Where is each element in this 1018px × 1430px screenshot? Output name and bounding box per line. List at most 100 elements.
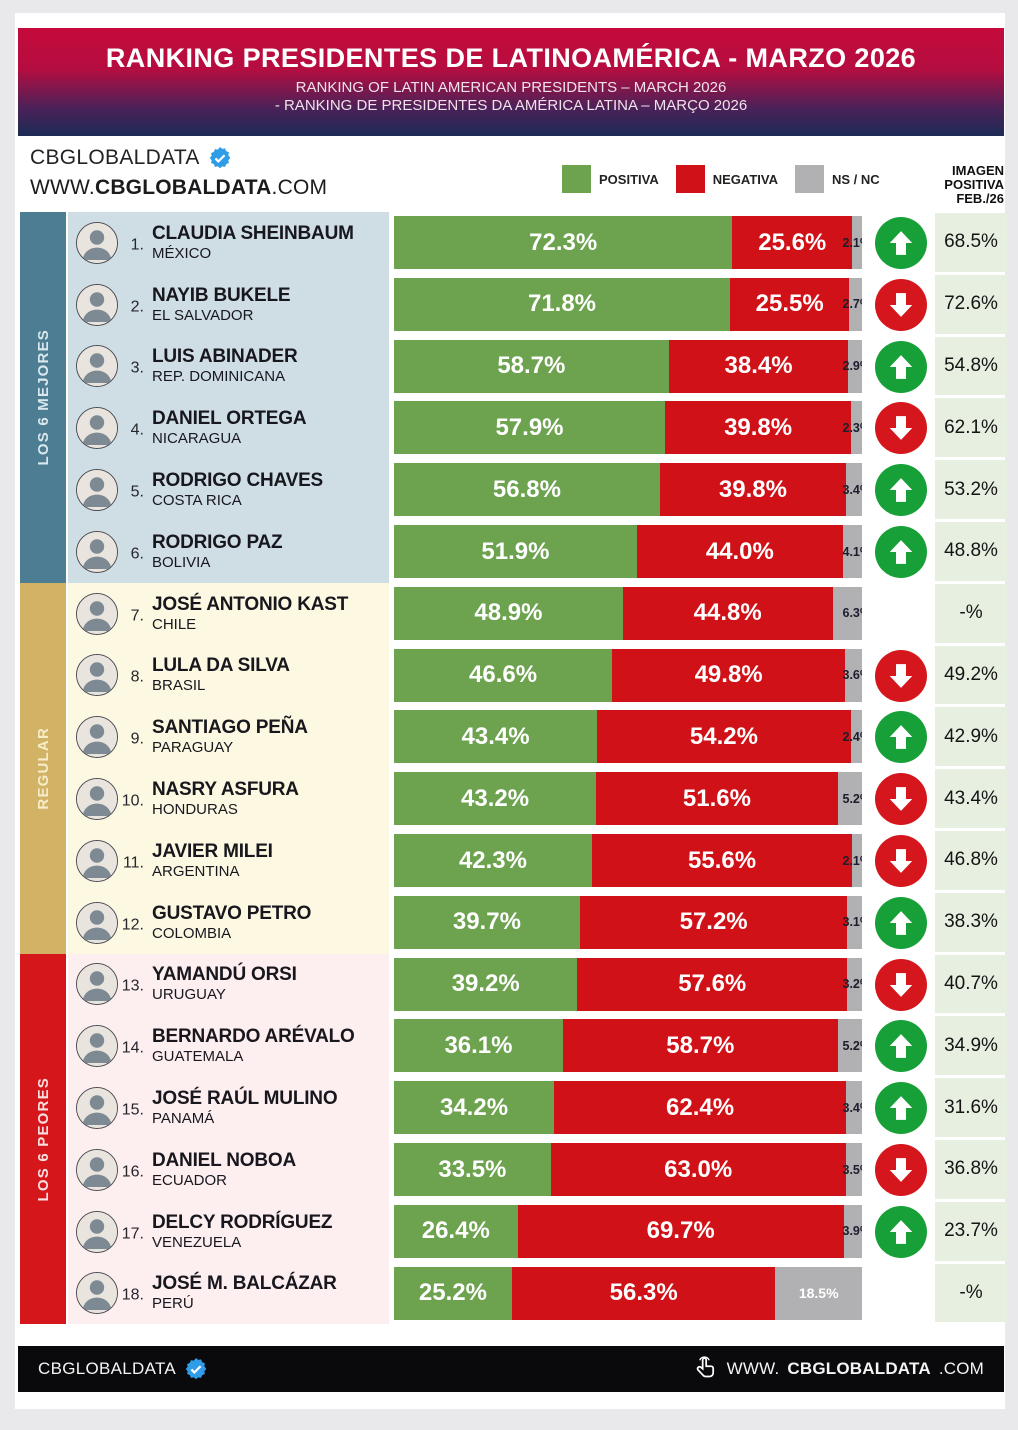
nsnc-value: 3.6% — [842, 668, 863, 683]
subtitle-portuguese: - RANKING DE PRESIDENTES DA AMÉRICA LATI… — [274, 97, 748, 114]
bar-negative-segment: 39.8% — [664, 401, 852, 455]
bar-negative-segment: 57.2% — [579, 895, 848, 949]
approval-bar: 43.4% 54.2% 2.4% — [394, 710, 862, 764]
president-photo — [76, 221, 118, 264]
verified-badge-icon — [209, 147, 231, 169]
president-photo — [76, 716, 118, 759]
bar-negative-segment: 44.8% — [622, 586, 833, 640]
table-row: 15. JOSÉ RAÚL MULINO PANAMÁ 34.2% 62.4% … — [0, 1077, 1018, 1139]
president-name: SANTIAGO PEÑA — [152, 717, 308, 739]
bar-nsnc-segment — [837, 1019, 862, 1073]
bar-positive-segment: 43.4% — [394, 710, 598, 764]
bar-nsnc-segment — [851, 401, 862, 455]
positive-value: 51.9% — [481, 537, 550, 565]
president-name: JAVIER MILEI — [152, 840, 273, 862]
negative-value: 44.8% — [693, 599, 762, 627]
president-identity: GUSTAVO PETRO COLOMBIA — [152, 903, 390, 943]
nsnc-value: 3.4% — [842, 1100, 863, 1115]
president-photo — [76, 1025, 118, 1068]
negative-value: 49.8% — [694, 661, 763, 689]
president-identity: CLAUDIA SHEINBAUM MÉXICO — [152, 223, 390, 263]
president-photo — [76, 654, 118, 697]
bar-positive-segment: 36.1% — [394, 1019, 563, 1073]
footer-url: WWW. CBGLOBALDATA .COM — [691, 1355, 984, 1383]
bar-negative-segment: 57.6% — [577, 957, 848, 1011]
table-row: 1. CLAUDIA SHEINBAUM MÉXICO 72.3% 25.6% … — [0, 212, 1018, 274]
bar-negative-segment: 62.4% — [554, 1081, 847, 1135]
brand-url: WWW.CBGLOBALDATA.COM — [30, 176, 327, 200]
president-name: LULA DA SILVA — [152, 655, 290, 677]
table-row: 2. NAYIB BUKELE EL SALVADOR 71.8% 25.5% … — [0, 274, 1018, 336]
president-country: ARGENTINA — [152, 862, 240, 880]
president-country: GUATEMALA — [152, 1048, 244, 1066]
negative-value: 44.0% — [705, 537, 774, 565]
president-country: EL SALVADOR — [152, 306, 254, 324]
table-row: 3. LUIS ABINADER REP. DOMINICANA 58.7% 3… — [0, 336, 1018, 398]
bar-positive-segment: 57.9% — [394, 401, 665, 455]
president-photo — [76, 1272, 118, 1315]
bar-negative-segment: 58.7% — [562, 1019, 838, 1073]
positive-value: 33.5% — [438, 1155, 507, 1183]
bar-negative-segment: 38.4% — [668, 339, 849, 393]
previous-positive-value: 38.3% — [935, 892, 1007, 952]
negative-value: 63.0% — [664, 1155, 733, 1183]
bar-positive-segment: 39.2% — [394, 957, 578, 1011]
brand-url-www: WWW. — [30, 176, 95, 199]
table-row: 18. JOSÉ M. BALCÁZAR PERÚ 25.2% 56.3% 18… — [0, 1263, 1018, 1325]
previous-positive-value: -% — [935, 583, 1007, 643]
approval-bar: 33.5% 63.0% 3.5% — [394, 1143, 862, 1196]
president-photo — [76, 469, 118, 512]
header-banner: RANKING PRESIDENTES DE LATINOAMÉRICA - M… — [18, 28, 1004, 136]
president-identity: DELCY RODRÍGUEZ VENEZUELA — [152, 1212, 390, 1252]
table-row: 14. BERNARDO ARÉVALO GUATEMALA 36.1% 58.… — [0, 1015, 1018, 1077]
president-name: LUIS ABINADER — [152, 346, 298, 368]
bar-negative-segment: 63.0% — [550, 1143, 846, 1196]
president-country: ECUADOR — [152, 1171, 228, 1189]
negative-value: 38.4% — [724, 352, 793, 380]
rank-number: 7. — [130, 607, 144, 625]
president-identity: BERNARDO ARÉVALO GUATEMALA — [152, 1026, 390, 1066]
previous-positive-value: -% — [935, 1263, 1007, 1323]
footer-brand-name: CBGLOBALDATA — [38, 1359, 177, 1378]
president-photo — [76, 963, 118, 1006]
rank-number: 8. — [130, 669, 144, 687]
bar-positive-segment: 33.5% — [394, 1143, 551, 1196]
legend-label: POSITIVA — [599, 171, 659, 187]
president-photo — [76, 283, 118, 326]
previous-positive-value: 62.1% — [935, 398, 1007, 458]
bar-negative-segment: 39.8% — [659, 463, 847, 517]
previous-positive-value: 72.6% — [935, 274, 1007, 334]
president-identity: YAMANDÚ ORSI URUGUAY — [152, 964, 390, 1004]
table-row: 6. RODRIGO PAZ BOLIVIA 51.9% 44.0% 4.1% … — [0, 521, 1018, 583]
president-country: NICARAGUA — [152, 430, 242, 448]
positive-value: 72.3% — [529, 228, 598, 256]
negative-value: 39.8% — [724, 413, 793, 441]
president-name: GUSTAVO PETRO — [152, 902, 312, 924]
rank-number: 16. — [121, 1163, 144, 1181]
footer-bar: CBGLOBALDATA WWW. CBGLOBALDATA .COM — [18, 1346, 1004, 1392]
previous-positive-value: 34.9% — [935, 1016, 1007, 1076]
bar-nsnc-segment — [846, 1081, 862, 1135]
table-row: 9. SANTIAGO PEÑA PARAGUAY 43.4% 54.2% 2.… — [0, 706, 1018, 768]
president-country: BRASIL — [152, 677, 206, 695]
approval-bar: 46.6% 49.8% 3.6% — [394, 648, 863, 702]
trend-up-icon — [875, 896, 927, 949]
president-photo — [76, 1148, 118, 1191]
bar-nsnc-segment — [847, 957, 862, 1011]
rank-number: 2. — [130, 298, 144, 316]
bar-nsnc-segment — [847, 895, 862, 949]
president-photo — [76, 778, 118, 821]
president-country: BOLIVIA — [152, 553, 211, 571]
bar-nsnc-segment — [849, 277, 862, 331]
nsnc-value: 2.9% — [842, 359, 863, 374]
president-country: PERÚ — [152, 1295, 194, 1313]
bar-positive-segment: 34.2% — [394, 1081, 555, 1135]
negative-value: 25.6% — [758, 228, 827, 256]
president-name: DELCY RODRÍGUEZ — [152, 1211, 333, 1233]
president-photo — [76, 1087, 118, 1130]
brand-url-name: CBGLOBALDATA — [94, 176, 272, 199]
president-country: MÉXICO — [152, 244, 212, 262]
legend-item-positiva: POSITIVA — [562, 165, 659, 193]
bar-nsnc-segment: 18.5% — [775, 1266, 862, 1320]
president-name: JOSÉ ANTONIO KAST — [152, 593, 349, 615]
